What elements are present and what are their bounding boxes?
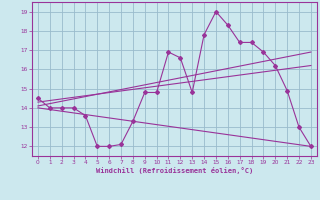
- X-axis label: Windchill (Refroidissement éolien,°C): Windchill (Refroidissement éolien,°C): [96, 167, 253, 174]
